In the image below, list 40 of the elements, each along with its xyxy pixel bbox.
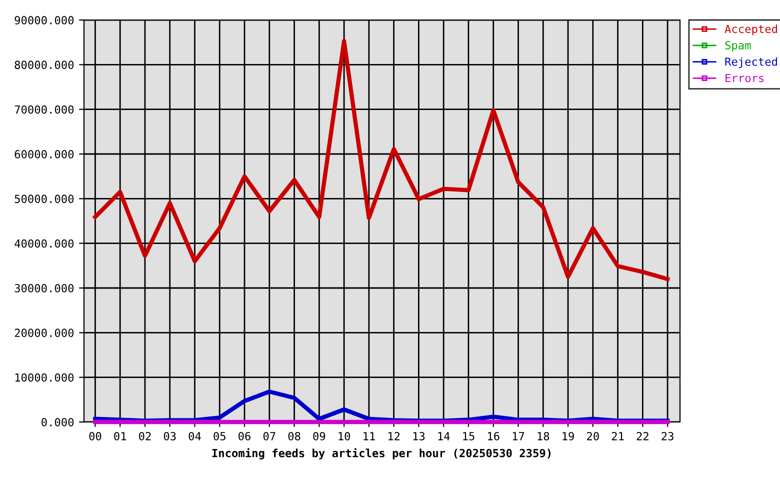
y-tick-label: 10000.000 <box>15 373 74 382</box>
x-tick-label: 15 <box>463 432 474 440</box>
y-tick-label: 80000.000 <box>14 60 74 70</box>
x-tick-label: 12 <box>388 432 400 440</box>
y-tick-label: 50000.000 <box>14 194 74 204</box>
x-tick-label: 11 <box>364 432 375 440</box>
x-tick-label: 18 <box>538 432 550 440</box>
line-series <box>93 38 670 282</box>
x-tick-label: 06 <box>238 432 250 440</box>
x-tick-label: 10 <box>338 432 350 440</box>
y-tick-label: 60000.000 <box>14 150 74 158</box>
y-tick-label: 30000.000 <box>14 284 74 292</box>
x-tick-label: 17 <box>512 432 524 440</box>
x-tick-label: 21 <box>612 432 624 440</box>
x-tick-label: 03 <box>164 432 176 440</box>
x-tick-label: 04 <box>188 432 201 440</box>
y-tick-label: 90000.000 <box>14 16 74 24</box>
y-tick-label: 0.000 <box>42 418 74 426</box>
x-tick-label: 20 <box>587 432 599 440</box>
y-tick-label: 40000.000 <box>14 239 74 248</box>
x-tick-label: 22 <box>636 432 648 440</box>
legend-label: Rejected <box>725 57 777 68</box>
y-tick-label: 20000.000 <box>14 328 74 338</box>
x-axis-title: Incoming feeds by articles per hour (20250530 2359) <box>212 448 551 460</box>
x-tick-label: 16 <box>488 432 500 440</box>
x-tick-label: 23 <box>662 432 674 440</box>
x-tick-label: 01 <box>114 432 126 440</box>
x-tick-label: 09 <box>313 432 326 440</box>
x-tick-label: 05 <box>214 432 226 440</box>
legend-label: Spam <box>725 41 751 52</box>
x-tick-label: 08 <box>288 432 300 440</box>
legend-label: Errors <box>726 74 764 82</box>
y-tick-label: 70000.000 <box>14 105 74 114</box>
legend-label: Accepted <box>724 24 777 36</box>
x-tick-label: 19 <box>562 432 574 440</box>
x-tick-label: 07 <box>263 432 276 440</box>
x-tick-label: 00 <box>89 432 102 440</box>
x-tick-label: 02 <box>139 432 151 440</box>
x-tick-label: 13 <box>413 432 425 440</box>
x-tick-label: 14 <box>438 432 450 440</box>
